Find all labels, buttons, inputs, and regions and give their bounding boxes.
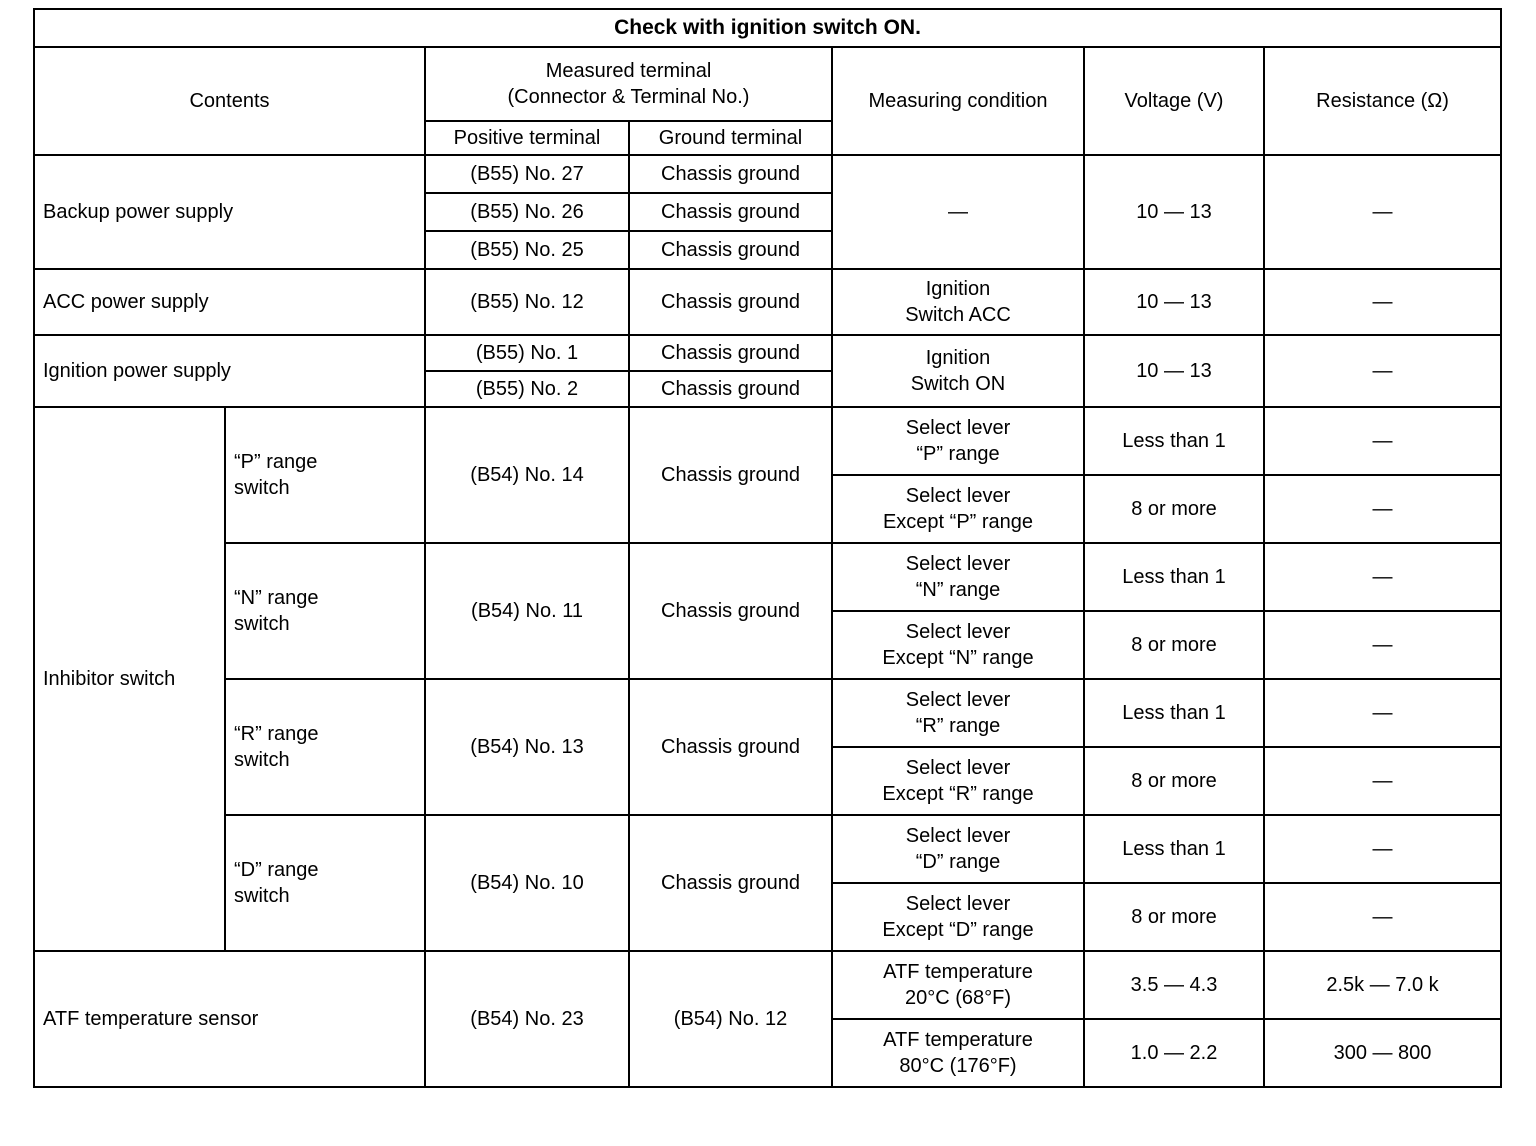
cell-backup-ground-3: Chassis ground	[628, 230, 833, 270]
table-row: “R” range switch (B54) No. 13 Chassis gr…	[34, 678, 1503, 816]
cell-n-range-condition-1: Select lever “N” range	[831, 542, 1085, 612]
cell-atf-ground: (B54) No. 12	[628, 950, 833, 1088]
cell-acc-resistance: —	[1262, 268, 1503, 336]
cell-n-range-condition-2: Select lever Except “N” range	[831, 610, 1085, 680]
cell-p-range-resistance-1: —	[1262, 406, 1503, 476]
table-row: Select lever Except “P” range 8 or more …	[34, 474, 1503, 544]
cell-d-range-positive: (B54) No. 10	[424, 814, 630, 952]
header-contents: Contents	[33, 46, 426, 156]
cell-ignition-ground-1: Chassis ground	[628, 334, 833, 372]
cell-backup-ground-1: Chassis ground	[628, 154, 833, 194]
cell-n-range-ground: Chassis ground	[628, 542, 833, 680]
cell-inhibitor-label: Inhibitor switch	[33, 406, 226, 952]
cell-n-range-voltage-1: Less than 1	[1083, 542, 1265, 612]
header-ground-terminal: Ground terminal	[628, 120, 833, 156]
cell-ignition-voltage: 10 — 13	[1083, 334, 1265, 408]
cell-d-range-ground: Chassis ground	[628, 814, 833, 952]
cell-ignition-positive-1: (B55) No. 1	[424, 334, 630, 372]
cell-atf-voltage-1: 3.5 — 4.3	[1083, 950, 1265, 1020]
cell-acc-condition: Ignition Switch ACC	[831, 268, 1085, 336]
cell-n-range-voltage-2: 8 or more	[1083, 610, 1265, 680]
check-table: Check with ignition switch ON. Contents …	[32, 8, 1503, 1088]
table-row: Select lever Except “D” range 8 or more …	[34, 882, 1503, 952]
header-measured-terminal: Measured terminal (Connector & Terminal …	[424, 46, 833, 122]
table-row: Backup power supply (B55) No. 27 Chassis…	[33, 154, 1503, 270]
table-title: Check with ignition switch ON.	[32, 8, 1503, 48]
cell-atf-resistance-2: 300 — 800	[1262, 1018, 1503, 1088]
cell-n-range-label: “N” range switch	[224, 542, 426, 680]
table-row: ATF temperature 80°C (176°F) 1.0 — 2.2 3…	[34, 1018, 1503, 1088]
cell-d-range-condition-2: Select lever Except “D” range	[831, 882, 1085, 952]
cell-p-range-ground: Chassis ground	[628, 406, 833, 544]
cell-p-range-voltage-1: Less than 1	[1083, 406, 1265, 476]
cell-ignition-condition: Ignition Switch ON	[831, 334, 1085, 408]
cell-atf-label: ATF temperature sensor	[33, 950, 426, 1088]
table-row: ATF temperature sensor (B54) No. 23 (B54…	[33, 950, 1503, 1088]
header-resistance: Resistance (Ω)	[1262, 46, 1503, 156]
cell-atf-resistance-1: 2.5k — 7.0 k	[1262, 950, 1503, 1020]
cell-d-range-voltage-2: 8 or more	[1083, 882, 1265, 952]
cell-r-range-resistance-1: —	[1262, 678, 1503, 748]
cell-acc-label: ACC power supply	[33, 268, 426, 336]
cell-ignition-positive-2: (B55) No. 2	[424, 370, 630, 408]
cell-r-range-positive: (B54) No. 13	[424, 678, 630, 816]
table-row: “D” range switch (B54) No. 10 Chassis gr…	[34, 814, 1503, 952]
cell-backup-voltage: 10 — 13	[1083, 154, 1265, 270]
cell-ignition-ground-2: Chassis ground	[628, 370, 833, 408]
cell-acc-ground: Chassis ground	[628, 268, 833, 336]
cell-p-range-label: “P” range switch	[224, 406, 426, 544]
cell-n-range-resistance-1: —	[1262, 542, 1503, 612]
cell-atf-voltage-2: 1.0 — 2.2	[1083, 1018, 1265, 1088]
header-row-1: Contents Measured terminal (Connector & …	[33, 46, 1503, 156]
header-measuring-condition: Measuring condition	[831, 46, 1085, 156]
cell-r-range-voltage-1: Less than 1	[1083, 678, 1265, 748]
cell-backup-resistance: —	[1262, 154, 1503, 270]
cell-atf-positive: (B54) No. 23	[424, 950, 630, 1088]
cell-r-range-label: “R” range switch	[224, 678, 426, 816]
cell-p-range-condition-2: Select lever Except “P” range	[831, 474, 1085, 544]
cell-p-range-condition-1: Select lever “P” range	[831, 406, 1085, 476]
header-positive-terminal: Positive terminal	[424, 120, 630, 156]
cell-p-range-resistance-2: —	[1262, 474, 1503, 544]
header-row-2: Positive terminal Ground terminal	[34, 120, 1501, 156]
cell-ignition-resistance: —	[1262, 334, 1503, 408]
table-row: Select lever Except “R” range 8 or more …	[34, 746, 1503, 816]
cell-backup-condition: —	[831, 154, 1085, 270]
header-voltage: Voltage (V)	[1083, 46, 1265, 156]
cell-backup-ground-2: Chassis ground	[628, 192, 833, 232]
cell-r-range-condition-2: Select lever Except “R” range	[831, 746, 1085, 816]
cell-d-range-voltage-1: Less than 1	[1083, 814, 1265, 884]
table-row: “N” range switch (B54) No. 11 Chassis gr…	[34, 542, 1503, 680]
cell-d-range-label: “D” range switch	[224, 814, 426, 952]
cell-d-range-resistance-1: —	[1262, 814, 1503, 884]
table-row: Select lever Except “N” range 8 or more …	[34, 610, 1503, 680]
cell-backup-positive-3: (B55) No. 25	[424, 230, 630, 270]
cell-ignition-label: Ignition power supply	[33, 334, 426, 408]
table-row: Inhibitor switch “P” range switch (B54) …	[33, 406, 1503, 952]
cell-backup-positive-2: (B55) No. 26	[424, 192, 630, 232]
table-row: Ignition power supply (B55) No. 1 Chassi…	[33, 334, 1503, 408]
table-row: (B55) No. 2 Chassis ground	[34, 370, 1501, 408]
cell-acc-voltage: 10 — 13	[1083, 268, 1265, 336]
cell-backup-label: Backup power supply	[33, 154, 426, 270]
table-row: ACC power supply (B55) No. 12 Chassis gr…	[33, 268, 1503, 336]
cell-atf-condition-2: ATF temperature 80°C (176°F)	[831, 1018, 1085, 1088]
cell-r-range-condition-1: Select lever “R” range	[831, 678, 1085, 748]
cell-d-range-resistance-2: —	[1262, 882, 1503, 952]
document-page: Check with ignition switch ON. Contents …	[32, 8, 1503, 1088]
cell-n-range-resistance-2: —	[1262, 610, 1503, 680]
cell-r-range-ground: Chassis ground	[628, 678, 833, 816]
cell-p-range-voltage-2: 8 or more	[1083, 474, 1265, 544]
cell-p-range-positive: (B54) No. 14	[424, 406, 630, 544]
cell-backup-positive-1: (B55) No. 27	[424, 154, 630, 194]
table-row: (B55) No. 25 Chassis ground	[34, 230, 1501, 270]
cell-atf-condition-1: ATF temperature 20°C (68°F)	[831, 950, 1085, 1020]
cell-r-range-voltage-2: 8 or more	[1083, 746, 1265, 816]
table-row: (B55) No. 26 Chassis ground	[34, 192, 1501, 232]
cell-n-range-positive: (B54) No. 11	[424, 542, 630, 680]
title-row: Check with ignition switch ON.	[32, 8, 1503, 48]
cell-d-range-condition-1: Select lever “D” range	[831, 814, 1085, 884]
cell-acc-positive: (B55) No. 12	[424, 268, 630, 336]
cell-r-range-resistance-2: —	[1262, 746, 1503, 816]
